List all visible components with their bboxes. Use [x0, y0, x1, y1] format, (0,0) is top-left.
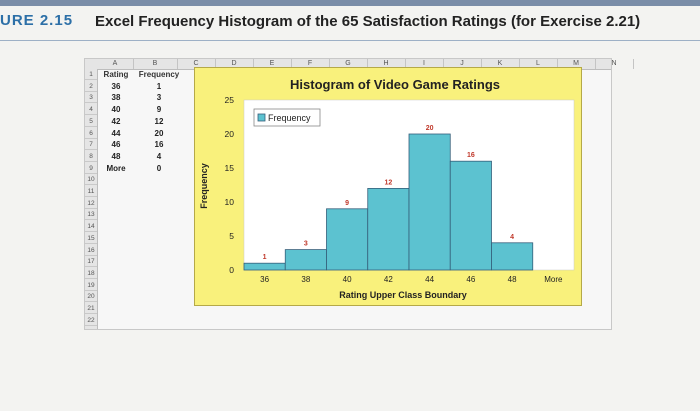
bar-38 [284, 249, 327, 271]
y-tick-0: 0 [229, 265, 234, 275]
bar-42 [367, 188, 410, 271]
row-header-16[interactable]: 16 [85, 245, 97, 256]
window-top-bar [0, 0, 700, 6]
column-header-a[interactable]: A [97, 59, 134, 69]
chart-title: Histogram of Video Game Ratings [290, 77, 500, 92]
column-header-l[interactable]: L [519, 59, 558, 69]
header-frequency[interactable]: Frequency [138, 70, 180, 79]
row-header-7[interactable]: 7 [85, 139, 97, 151]
figure-number: URE 2.15 [0, 12, 74, 29]
row-header-22[interactable]: 22 [85, 315, 97, 326]
cell-rating[interactable]: 48 [111, 151, 121, 161]
x-tick-38: 38 [301, 275, 310, 284]
row-header-11[interactable]: 11 [85, 186, 97, 197]
cell-rating[interactable]: 38 [111, 93, 121, 103]
row-header-8[interactable]: 8 [85, 151, 97, 162]
cell-frequency[interactable]: 3 [156, 93, 162, 103]
data-label-42: 12 [384, 179, 392, 186]
cell-frequency[interactable]: 12 [154, 116, 164, 126]
legend-box [253, 108, 321, 127]
bar-46 [449, 160, 492, 271]
row-header-5[interactable]: 5 [85, 116, 97, 127]
legend: Frequency [253, 108, 321, 127]
cell-rating[interactable]: 36 [111, 81, 121, 91]
row-header-17[interactable]: 17 [85, 256, 97, 268]
bar-48 [491, 242, 534, 271]
row-header-21[interactable]: 21 [85, 303, 97, 314]
figure-title: Excel Frequency Histogram of the 65 Sati… [95, 13, 641, 30]
y-tick-15: 15 [225, 163, 235, 173]
cell-rating[interactable]: 46 [111, 140, 121, 150]
x-axis-title: Rating Upper Class Boundary [339, 290, 467, 300]
chart-area[interactable]: Histogram of Video Game Ratings Frequenc… [194, 67, 582, 306]
row-header-bar: 1 2 3 4 5 6 7 8 9 10 11 12 13 14 15 16 17 18 19 20 21 22 [85, 69, 98, 329]
row-header-3[interactable]: 3 [85, 92, 97, 104]
row-header-10[interactable]: 10 [85, 174, 97, 186]
bar-44 [408, 133, 451, 271]
row-header-18[interactable]: 18 [85, 268, 97, 279]
data-label-48: 4 [510, 234, 514, 241]
column-header-c[interactable]: C [177, 59, 216, 69]
x-tick-42: 42 [384, 275, 393, 284]
column-header-j[interactable]: J [443, 59, 482, 69]
y-axis-title: Frequency [199, 163, 209, 209]
x-tick-46: 46 [466, 275, 475, 284]
data-label-36: 1 [263, 254, 267, 261]
histogram-chart: Histogram of Video Game Ratings Frequenc… [199, 77, 575, 300]
x-tick-48: 48 [508, 275, 517, 284]
column-header-d[interactable]: D [215, 59, 254, 69]
cell-frequency[interactable]: 20 [154, 128, 164, 138]
y-tick-25: 25 [225, 95, 235, 105]
column-header-e[interactable]: E [253, 59, 292, 69]
x-tick-more: More [544, 275, 563, 284]
caption-rule [0, 40, 700, 41]
y-tick-10: 10 [225, 197, 235, 207]
row-header-19[interactable]: 19 [85, 280, 97, 291]
row-header-2[interactable]: 2 [85, 81, 97, 92]
row-header-9[interactable]: 9 [85, 163, 97, 174]
row-header-20[interactable]: 20 [85, 291, 97, 303]
cell-frequency[interactable]: 0 [156, 163, 162, 173]
row-header-14[interactable]: 14 [85, 221, 97, 233]
data-label-46: 16 [467, 152, 475, 159]
cell-frequency[interactable]: 4 [156, 151, 162, 161]
column-header-f[interactable]: F [291, 59, 330, 69]
cell-frequency[interactable]: 9 [156, 105, 162, 115]
row-header-15[interactable]: 15 [85, 233, 97, 244]
data-label-40: 9 [345, 200, 349, 207]
data-label-44: 20 [426, 125, 434, 132]
column-header-g[interactable]: G [329, 59, 368, 69]
cell-rating[interactable]: More [106, 163, 126, 173]
y-tick-20: 20 [225, 129, 235, 139]
row-header-6[interactable]: 6 [85, 128, 97, 139]
x-tick-36: 36 [260, 275, 269, 284]
row-header-1[interactable]: 1 [85, 69, 97, 80]
bar-36 [243, 262, 286, 271]
legend-label: Frequency [268, 113, 311, 123]
cell-rating[interactable]: 42 [111, 116, 121, 126]
cell-rating[interactable]: 40 [111, 105, 121, 115]
column-header-b[interactable]: B [133, 59, 178, 69]
row-header-4[interactable]: 4 [85, 104, 97, 116]
legend-swatch [257, 113, 266, 122]
x-tick-40: 40 [343, 275, 352, 284]
y-tick-5: 5 [229, 231, 234, 241]
column-header-n[interactable]: N [595, 59, 634, 69]
column-header-h[interactable]: H [367, 59, 406, 69]
row-header-13[interactable]: 13 [85, 209, 97, 221]
data-label-38: 3 [304, 241, 308, 248]
column-header-i[interactable]: I [405, 59, 444, 69]
header-rating[interactable]: Rating [103, 70, 129, 79]
row-header-12[interactable]: 12 [85, 198, 97, 209]
cell-frequency[interactable]: 1 [156, 81, 162, 91]
figure-caption: URE 2.15 Excel Frequency Histogram of th… [0, 12, 700, 38]
column-header-m[interactable]: M [557, 59, 596, 69]
column-header-k[interactable]: K [481, 59, 520, 69]
cell-frequency[interactable]: 16 [154, 140, 164, 150]
cell-rating[interactable]: 44 [111, 128, 121, 138]
bar-40 [326, 208, 369, 271]
x-tick-44: 44 [425, 275, 434, 284]
